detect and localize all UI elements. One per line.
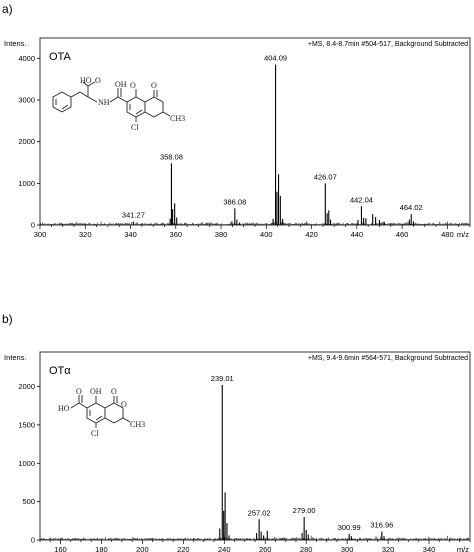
peak-label: 257.02: [248, 508, 271, 517]
x-tick-label: 300: [34, 230, 47, 239]
otalpha-atom-ho: HO: [58, 404, 70, 413]
y-tick-label: 1500: [18, 420, 35, 429]
x-tick-label: 460: [396, 230, 409, 239]
otalpha-atom-oh: OH: [90, 387, 102, 396]
x-tick-label: 240: [218, 545, 231, 552]
spectrum-panel-ota: +MS, 8.4-8.7min #504-517, Background Sub…: [4, 37, 471, 239]
y-tick-label: 500: [22, 497, 35, 506]
ota-atom-oh: O: [130, 81, 136, 90]
peak-label: 358.08: [160, 152, 183, 161]
ota-atom-o3: O: [151, 81, 157, 90]
compound-name: OTα: [49, 365, 71, 377]
otalpha-structure-diagram: [70, 395, 131, 428]
otalpha-atom-ch3: CH3: [130, 420, 145, 429]
x-axis-label: m/z: [457, 230, 469, 239]
x-tick-label: 420: [305, 230, 318, 239]
spectrum-panel-otalpha: +MS, 9.4-9.6min #564-571, Background Sub…: [4, 351, 471, 552]
y-tick-label: 0: [31, 221, 35, 230]
y-tick-label: 4000: [18, 54, 35, 63]
x-tick-label: 320: [382, 545, 395, 552]
peak-label: 386.08: [223, 197, 246, 206]
panel-label-a: a): [2, 2, 13, 16]
x-tick-label: 440: [351, 230, 364, 239]
x-tick-label: 280: [300, 545, 313, 552]
y-tick-label: 3000: [18, 96, 35, 105]
peak-label: 300.99: [338, 523, 361, 532]
peak-label: 341.27: [122, 211, 145, 220]
otalpha-atom-o1: O: [76, 387, 82, 396]
otalpha-structure-labels: HO O OH O O Cl CH3: [58, 387, 145, 438]
x-tick-label: 200: [136, 545, 149, 552]
x-tick-label: 320: [79, 230, 92, 239]
y-tick-label: 0: [31, 536, 35, 545]
x-tick-label: 340: [124, 230, 137, 239]
ota-atom-nh: NH: [98, 98, 110, 107]
x-tick-label: 360: [170, 230, 183, 239]
x-tick-label: 400: [260, 230, 273, 239]
ota-structure-diagram: [52, 81, 171, 122]
x-tick-label: 180: [95, 545, 108, 552]
ota-atom-ch3: CH3: [170, 114, 185, 123]
spectrum-header: +MS, 8.4-8.7min #504-517, Background Sub…: [308, 41, 468, 48]
x-tick-label: 220: [177, 545, 190, 552]
x-tick-label: 260: [259, 545, 272, 552]
y-tick-label: 1000: [18, 459, 35, 468]
ota-atom-ho: HO: [80, 76, 92, 85]
y-tick-label: 2000: [18, 382, 35, 391]
y-axis-label: Intens.: [4, 353, 27, 362]
baseline-noise: [40, 221, 469, 225]
ota-structure-labels: HO O NH OH O O Cl CH3: [80, 76, 185, 132]
otalpha-atom-o3: O: [121, 400, 127, 409]
ota-atom-o2: OH: [115, 80, 127, 89]
ota-atom-cl: Cl: [131, 123, 139, 132]
peak-label: 239.01: [211, 374, 234, 383]
x-tick-label: 340: [423, 545, 436, 552]
compound-name: OTA: [49, 51, 71, 63]
panel-label-b: b): [2, 312, 13, 326]
peak-label: 279.00: [293, 506, 316, 515]
y-axis-label: Intens.: [4, 39, 27, 48]
plot-frame: [39, 37, 471, 226]
peak-label: 442.04: [350, 195, 373, 204]
baseline-noise: [40, 535, 469, 540]
ota-atom-o1: O: [95, 76, 101, 85]
peak-label: 464.02: [400, 203, 423, 212]
x-tick-label: 380: [215, 230, 228, 239]
y-tick-label: 1000: [18, 179, 35, 188]
otalpha-atom-o2: O: [111, 387, 117, 396]
peak-label: 426.07: [314, 172, 337, 181]
x-tick-label: 480: [441, 230, 454, 239]
spectrum-header: +MS, 9.4-9.6min #564-571, Background Sub…: [308, 355, 468, 362]
x-tick-label: 300: [341, 545, 354, 552]
x-axis-label: m/z: [457, 545, 469, 552]
peak-label: 404.09: [264, 54, 287, 63]
otalpha-atom-cl: Cl: [91, 429, 99, 438]
y-tick-label: 2000: [18, 137, 35, 146]
peak-label: 316.96: [370, 521, 393, 530]
x-tick-label: 160: [54, 545, 67, 552]
